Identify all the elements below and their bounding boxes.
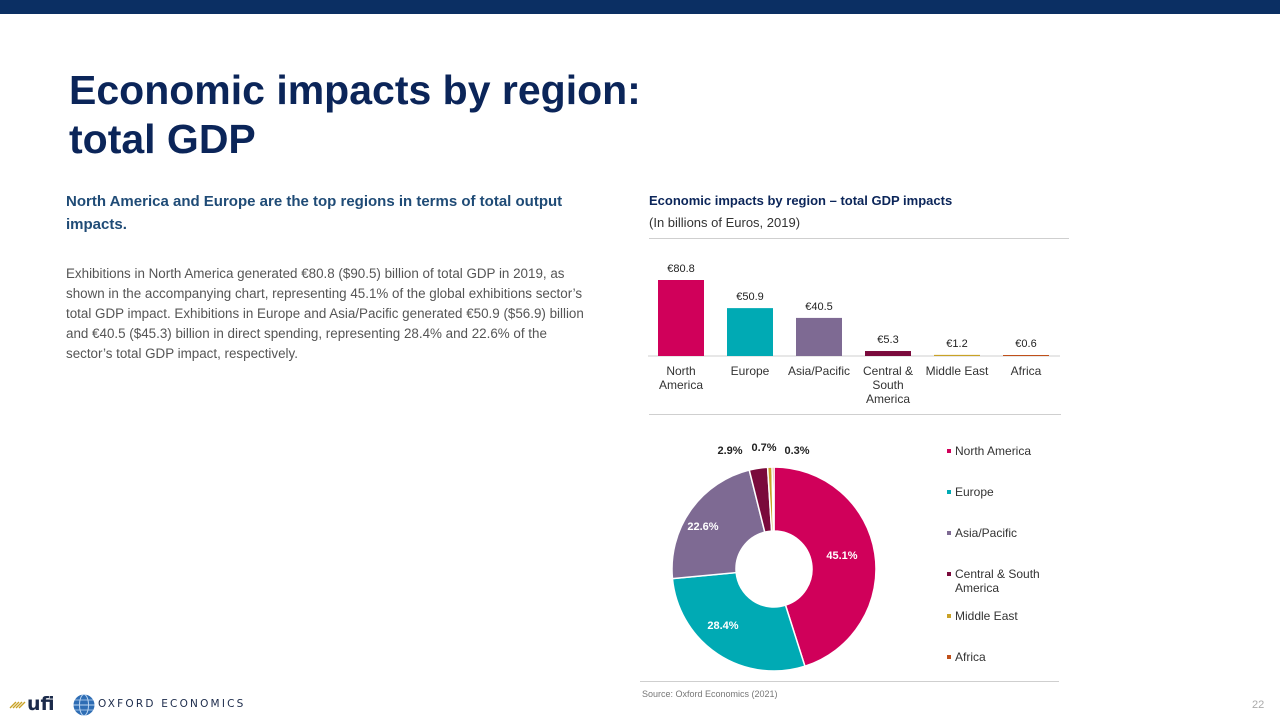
legend-label: Asia/Pacific bbox=[955, 526, 1018, 540]
bar-4 bbox=[934, 354, 980, 356]
legend-item: Middle East bbox=[947, 609, 1067, 623]
donut-data-label: 0.7% bbox=[751, 442, 776, 454]
donut-slice-1 bbox=[671, 571, 806, 672]
chart-subtitle: (In billions of Euros, 2019) bbox=[649, 215, 801, 230]
bar-data-label: €5.3 bbox=[877, 334, 898, 346]
page-number: 22 bbox=[1252, 699, 1265, 711]
source-note: Source: Oxford Economics (2021) bbox=[642, 689, 778, 699]
chart-title: Economic impacts by region – total GDP i… bbox=[649, 193, 953, 208]
donut-slice-0 bbox=[773, 466, 877, 668]
chart-header-divider bbox=[649, 238, 1069, 239]
donut-data-label: 45.1% bbox=[826, 550, 857, 562]
legend-swatch bbox=[947, 614, 951, 618]
legend-item: Africa bbox=[947, 650, 1067, 664]
legend-swatch bbox=[947, 572, 951, 576]
legend-item: North America bbox=[947, 444, 1067, 458]
bar-category-label: America bbox=[866, 392, 910, 406]
bar-data-label: €50.9 bbox=[736, 291, 764, 303]
donut-data-label: 22.6% bbox=[687, 521, 718, 533]
legend-swatch bbox=[947, 490, 951, 494]
bar-category-label: South bbox=[872, 378, 903, 392]
legend-label: Europe bbox=[955, 485, 994, 499]
oxford-economics-logo: OXFORD ECONOMICS bbox=[72, 693, 243, 717]
page-title-line-1: Economic impacts by region: bbox=[69, 67, 641, 113]
bar-2 bbox=[796, 317, 842, 356]
legend-swatch bbox=[947, 531, 951, 535]
legend-item: Asia/Pacific bbox=[947, 526, 1067, 540]
donut-data-label: 28.4% bbox=[707, 620, 738, 632]
page-title: Economic impacts by region: total GDP bbox=[69, 66, 769, 164]
source-divider bbox=[640, 681, 1059, 682]
bar-5 bbox=[1003, 355, 1049, 356]
top-accent-bar bbox=[0, 0, 1280, 14]
bar-data-label: €80.8 bbox=[667, 263, 695, 275]
bar-category-label: America bbox=[659, 378, 703, 392]
ufi-logo: ufi bbox=[9, 693, 55, 715]
legend-swatch bbox=[947, 449, 951, 453]
legend-label: Africa bbox=[955, 650, 986, 664]
bar-data-label: €0.6 bbox=[1015, 338, 1036, 350]
bar-category-label: Europe bbox=[731, 364, 770, 378]
bar-category-label: Asia/Pacific bbox=[788, 364, 850, 378]
page-title-line-2: total GDP bbox=[69, 116, 256, 162]
legend-label: North America bbox=[955, 444, 1032, 458]
body-paragraph: Exhibitions in North America generated €… bbox=[66, 266, 584, 361]
ufi-logo-text: ufi bbox=[27, 693, 55, 715]
legend-item: Central & South America bbox=[947, 567, 1067, 595]
bar-3 bbox=[865, 351, 911, 356]
bar-0 bbox=[658, 280, 704, 356]
legend-item: Europe bbox=[947, 485, 1067, 499]
donut-chart: 45.1% 28.4% 22.6% 2.9% 0.7% 0.3% bbox=[671, 442, 877, 672]
donut-slice-5 bbox=[771, 466, 775, 532]
bar-chart: €80.8NorthAmerica€50.9Europe€40.5Asia/Pa… bbox=[648, 263, 1060, 406]
legend-swatch bbox=[947, 655, 951, 659]
globe-icon bbox=[73, 694, 95, 716]
chart-section-divider bbox=[649, 414, 1061, 415]
bar-data-label: €1.2 bbox=[946, 338, 967, 350]
donut-data-label: 0.3% bbox=[784, 445, 809, 457]
bar-data-label: €40.5 bbox=[805, 301, 833, 313]
bar-category-label: Central & bbox=[863, 364, 913, 378]
bar-category-label: Middle East bbox=[926, 364, 989, 378]
bar-category-label: Africa bbox=[1011, 364, 1042, 378]
donut-data-label: 2.9% bbox=[717, 445, 742, 457]
legend-label: Middle East bbox=[955, 609, 1018, 623]
donut-slice-2 bbox=[671, 469, 766, 580]
legend-label: Central & South America bbox=[955, 567, 1040, 595]
oxford-economics-wordmark: OXFORD ECONOMICS bbox=[98, 698, 246, 710]
key-finding-subhead: North America and Europe are the top reg… bbox=[66, 193, 563, 233]
bar-1 bbox=[727, 308, 773, 356]
bar-category-label: North bbox=[666, 364, 695, 378]
